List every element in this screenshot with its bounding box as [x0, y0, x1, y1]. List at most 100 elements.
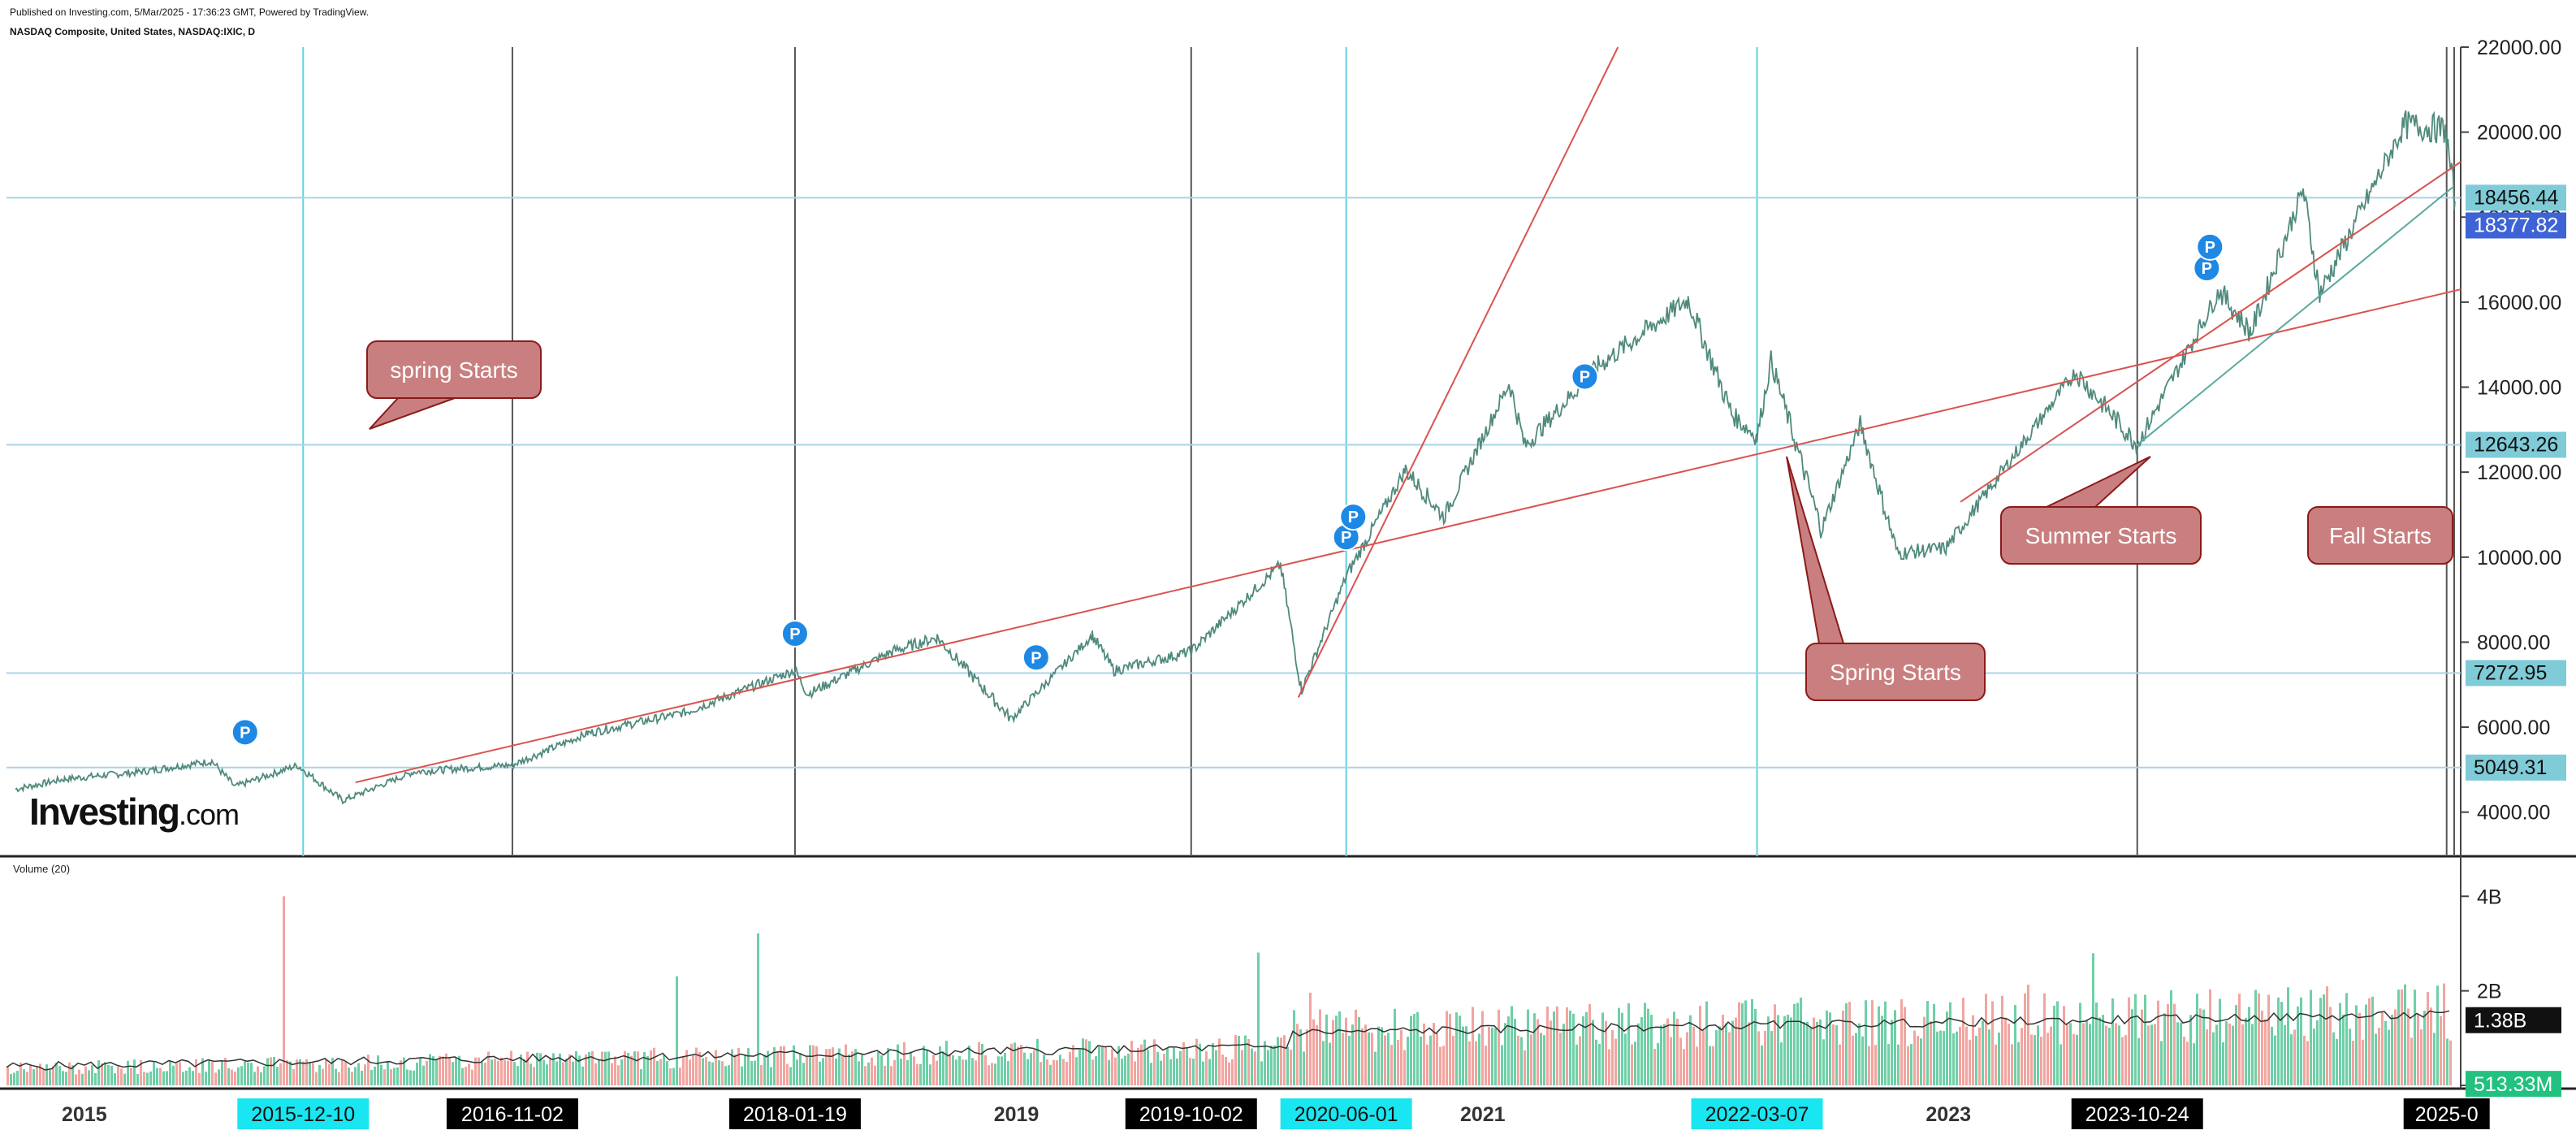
- volume-bar: [279, 1063, 282, 1085]
- volume-bar: [1137, 1047, 1139, 1085]
- volume-bar: [2118, 1025, 2120, 1085]
- volume-bar: [2449, 1040, 2452, 1085]
- volume-bar: [1056, 1060, 1058, 1085]
- volume-bar: [2381, 1012, 2384, 1085]
- volume-bar: [1933, 1003, 1935, 1085]
- volume-bar: [2121, 1037, 2124, 1085]
- volume-bar: [744, 1054, 746, 1085]
- volume-bar: [2277, 997, 2280, 1085]
- volume-bar: [1186, 1048, 1188, 1085]
- volume-bar: [1001, 1056, 1003, 1085]
- volume-bar: [1566, 1007, 1568, 1085]
- volume-tag: 1.38B: [2466, 1007, 2561, 1033]
- volume-bar: [630, 1055, 633, 1085]
- volume-bar: [1251, 1048, 1253, 1085]
- volume-bar: [273, 1056, 275, 1085]
- volume-bar: [2423, 1010, 2426, 1085]
- volume-bar: [2388, 1029, 2390, 1085]
- volume-bar: [1072, 1045, 1074, 1085]
- volume-bar: [711, 1062, 714, 1085]
- volume-bar: [1559, 1033, 1562, 1085]
- volume-bar: [88, 1070, 90, 1085]
- volume-bar: [2102, 1015, 2104, 1085]
- volume-bar: [2079, 1003, 2081, 1085]
- volume-bar: [2105, 1025, 2107, 1085]
- volume-bar: [474, 1057, 477, 1085]
- volume-bar: [529, 1063, 532, 1085]
- volume-bar: [2024, 993, 2026, 1085]
- volume-bar: [214, 1072, 217, 1085]
- volume-bar: [2254, 990, 2257, 1085]
- volume-bar: [1234, 1034, 1237, 1085]
- volume-bar: [2436, 985, 2439, 1085]
- volume-bar: [49, 1069, 51, 1085]
- volume-bar: [1322, 1041, 1325, 1085]
- volume-bar: [2264, 1019, 2267, 1085]
- volume-bar: [1546, 1006, 1549, 1085]
- volume-bar: [666, 1060, 668, 1085]
- x-tick-label: 2021: [1460, 1103, 1506, 1126]
- volume-bar: [1462, 1026, 1464, 1085]
- volume-bar: [1524, 1050, 1526, 1085]
- volume-bar: [1712, 1046, 1714, 1085]
- volume-bar: [432, 1056, 434, 1085]
- volume-bar: [578, 1055, 581, 1085]
- volume-bar: [1537, 1019, 1539, 1085]
- volume-bar: [546, 1064, 548, 1085]
- volume-bar: [396, 1067, 399, 1085]
- volume-bar: [146, 1072, 149, 1085]
- volume-bar: [1624, 1033, 1627, 1085]
- volume-bar: [2358, 1012, 2361, 1085]
- volume-bar: [936, 1060, 938, 1085]
- volume-bar: [2021, 1028, 2023, 1085]
- svg-text:P: P: [789, 626, 800, 643]
- volume-bar: [763, 1055, 766, 1085]
- volume-bar: [1039, 1062, 1042, 1085]
- svg-text:2022-03-07: 2022-03-07: [1705, 1103, 1809, 1126]
- volume-bar: [504, 1059, 506, 1085]
- volume-bar: [75, 1074, 77, 1085]
- volume-bar: [380, 1064, 383, 1085]
- volume-bar: [2362, 1039, 2364, 1085]
- volume-bar: [2206, 1029, 2208, 1085]
- price-tick-label: 12000.00: [2477, 461, 2561, 484]
- volume-bar: [211, 1061, 214, 1085]
- volume-bar: [900, 1059, 902, 1085]
- volume-bar: [1121, 1059, 1123, 1085]
- volume-bar: [994, 1063, 996, 1085]
- volume-bar: [416, 1063, 418, 1085]
- p-marker: P: [780, 619, 809, 647]
- volume-bar: [1891, 1020, 1893, 1085]
- volume-bar: [2183, 1037, 2185, 1085]
- volume-bar: [2433, 1033, 2436, 1085]
- volume-bar: [2261, 1011, 2263, 1085]
- volume-bar: [760, 1064, 763, 1085]
- volume-bar: [2290, 1034, 2293, 1085]
- volume-bar: [1143, 1039, 1146, 1085]
- volume-bar: [1995, 1044, 1997, 1085]
- volume-bar: [1553, 1011, 1555, 1085]
- volume-bar: [1027, 1059, 1029, 1085]
- volume-bar: [1108, 1059, 1110, 1085]
- volume-bar: [1501, 1045, 1503, 1085]
- date-marker-label: 2019-10-02: [1125, 1098, 1257, 1129]
- volume-bar: [1689, 1015, 1692, 1085]
- volume-bar: [2176, 1022, 2179, 1085]
- volume-bar: [568, 1054, 571, 1085]
- volume-bar: [2212, 1032, 2215, 1085]
- volume-bar: [2342, 1014, 2345, 1085]
- volume-bar: [988, 1065, 990, 1085]
- volume-bar: [68, 1062, 71, 1085]
- volume-bar: [286, 1060, 288, 1085]
- trend-line: [1297, 46, 1619, 698]
- volume-bar: [1342, 1033, 1344, 1085]
- volume-bar: [182, 1072, 184, 1085]
- volume-bar: [1543, 1035, 1545, 1085]
- volume-bar: [2238, 994, 2241, 1085]
- svg-text:P: P: [1341, 529, 1351, 547]
- volume-bar: [1598, 1043, 1601, 1085]
- volume-bar: [607, 1051, 610, 1085]
- volume-bar: [945, 1041, 948, 1085]
- volume-bar: [1738, 1002, 1740, 1085]
